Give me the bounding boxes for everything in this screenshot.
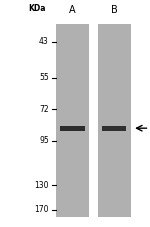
- Text: 95: 95: [39, 136, 49, 145]
- FancyBboxPatch shape: [98, 24, 131, 217]
- FancyBboxPatch shape: [102, 126, 126, 131]
- Text: 170: 170: [34, 205, 49, 215]
- Text: 72: 72: [39, 105, 49, 114]
- Text: KDa: KDa: [28, 4, 45, 13]
- Text: 43: 43: [39, 37, 49, 47]
- Text: 130: 130: [34, 181, 49, 190]
- Text: A: A: [69, 5, 76, 15]
- FancyBboxPatch shape: [60, 126, 85, 131]
- FancyBboxPatch shape: [56, 24, 89, 217]
- Text: B: B: [111, 5, 118, 15]
- Text: 55: 55: [39, 73, 49, 82]
